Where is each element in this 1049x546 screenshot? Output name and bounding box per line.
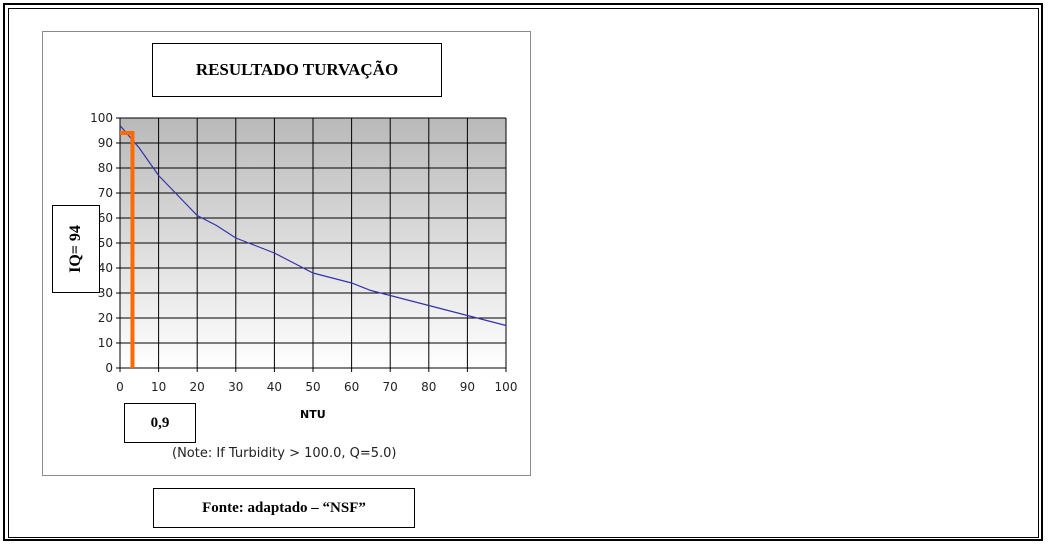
x-tick-label: 60 bbox=[344, 380, 359, 394]
x-tick-label: 20 bbox=[190, 380, 205, 394]
y-tick-label: 60 bbox=[98, 211, 113, 225]
y-tick-label: 40 bbox=[98, 261, 113, 275]
x-tick-label: 40 bbox=[267, 380, 282, 394]
y-tick-label: 10 bbox=[98, 336, 113, 350]
x-tick-label: 90 bbox=[460, 380, 475, 394]
x-tick-label: 30 bbox=[228, 380, 243, 394]
y-tick-label: 30 bbox=[98, 286, 113, 300]
y-tick-label: 50 bbox=[98, 236, 113, 250]
chart-note: (Note: If Turbidity > 100.0, Q=5.0) bbox=[172, 446, 396, 461]
x-tick-label: 70 bbox=[383, 380, 398, 394]
x-axis-label: NTU bbox=[300, 408, 326, 421]
y-tick-label: 70 bbox=[98, 186, 113, 200]
x-tick-label: 0 bbox=[116, 380, 124, 394]
y-tick-label: 80 bbox=[98, 161, 113, 175]
iq-label-box: IQ= 94 bbox=[52, 205, 100, 293]
y-tick-label: 100 bbox=[90, 111, 113, 125]
x-axis: 0 10 20 30 40 50 60 70 80 90 100 bbox=[116, 368, 517, 394]
x-tick-label: 10 bbox=[151, 380, 166, 394]
source-caption: Fonte: adaptado – “NSF” bbox=[153, 488, 415, 528]
y-tick-label: 20 bbox=[98, 311, 113, 325]
x-tick-label: 50 bbox=[305, 380, 320, 394]
chart-title: RESULTADO TURVAÇÃO bbox=[152, 43, 442, 97]
x-tick-label: 80 bbox=[421, 380, 436, 394]
iq-label: IQ= 94 bbox=[67, 225, 85, 273]
x-marker-label: 0,9 bbox=[124, 403, 196, 443]
y-tick-label: 90 bbox=[98, 136, 113, 150]
x-tick-label: 100 bbox=[495, 380, 518, 394]
y-tick-label: 0 bbox=[105, 361, 113, 375]
